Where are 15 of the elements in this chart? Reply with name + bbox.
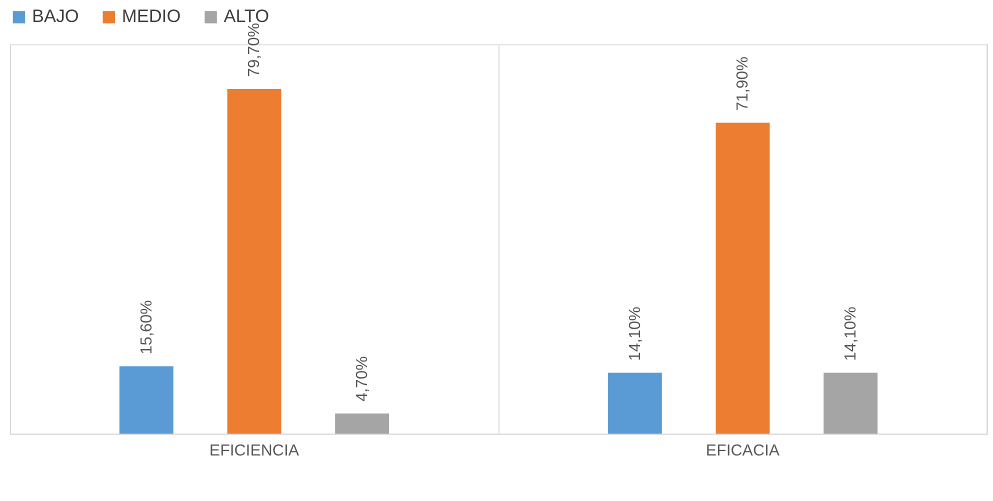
data-label: 14,10%: [842, 306, 860, 361]
bar: [335, 413, 390, 434]
x-tick-label: EFICACIA: [706, 442, 780, 460]
legend-label: MEDIO: [122, 6, 181, 26]
data-label: 14,10%: [626, 306, 644, 361]
data-label: 4,70%: [354, 356, 372, 402]
data-label: 71,90%: [734, 56, 752, 111]
bar: [227, 89, 282, 434]
data-label: 15,60%: [138, 300, 156, 354]
x-tick-label: EFICIENCIA: [209, 442, 300, 460]
bar: [119, 366, 174, 434]
bar: [716, 122, 770, 434]
bar: [608, 372, 662, 434]
legend-label: BAJO: [32, 6, 79, 26]
bar: [824, 372, 878, 434]
